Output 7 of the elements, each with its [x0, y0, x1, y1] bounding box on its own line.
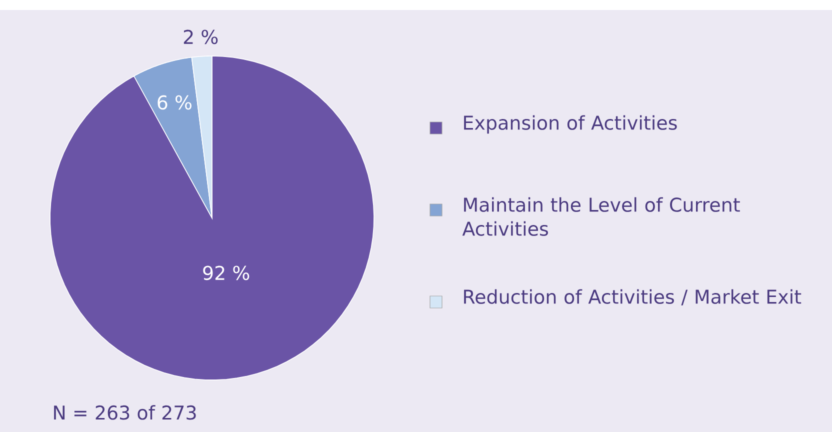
legend-label: Expansion of Activities — [464, 115, 677, 134]
text: N = 263 of 273 — [54, 405, 196, 420]
legend-label: Reduction of Activities / Market Exit — [464, 289, 802, 306]
data-label: 92 % — [203, 266, 250, 280]
legend-label: Maintain the Level of Current Activities — [462, 197, 740, 236]
data-label: 2 % — [184, 30, 218, 44]
data-label: 6 % — [158, 95, 192, 110]
